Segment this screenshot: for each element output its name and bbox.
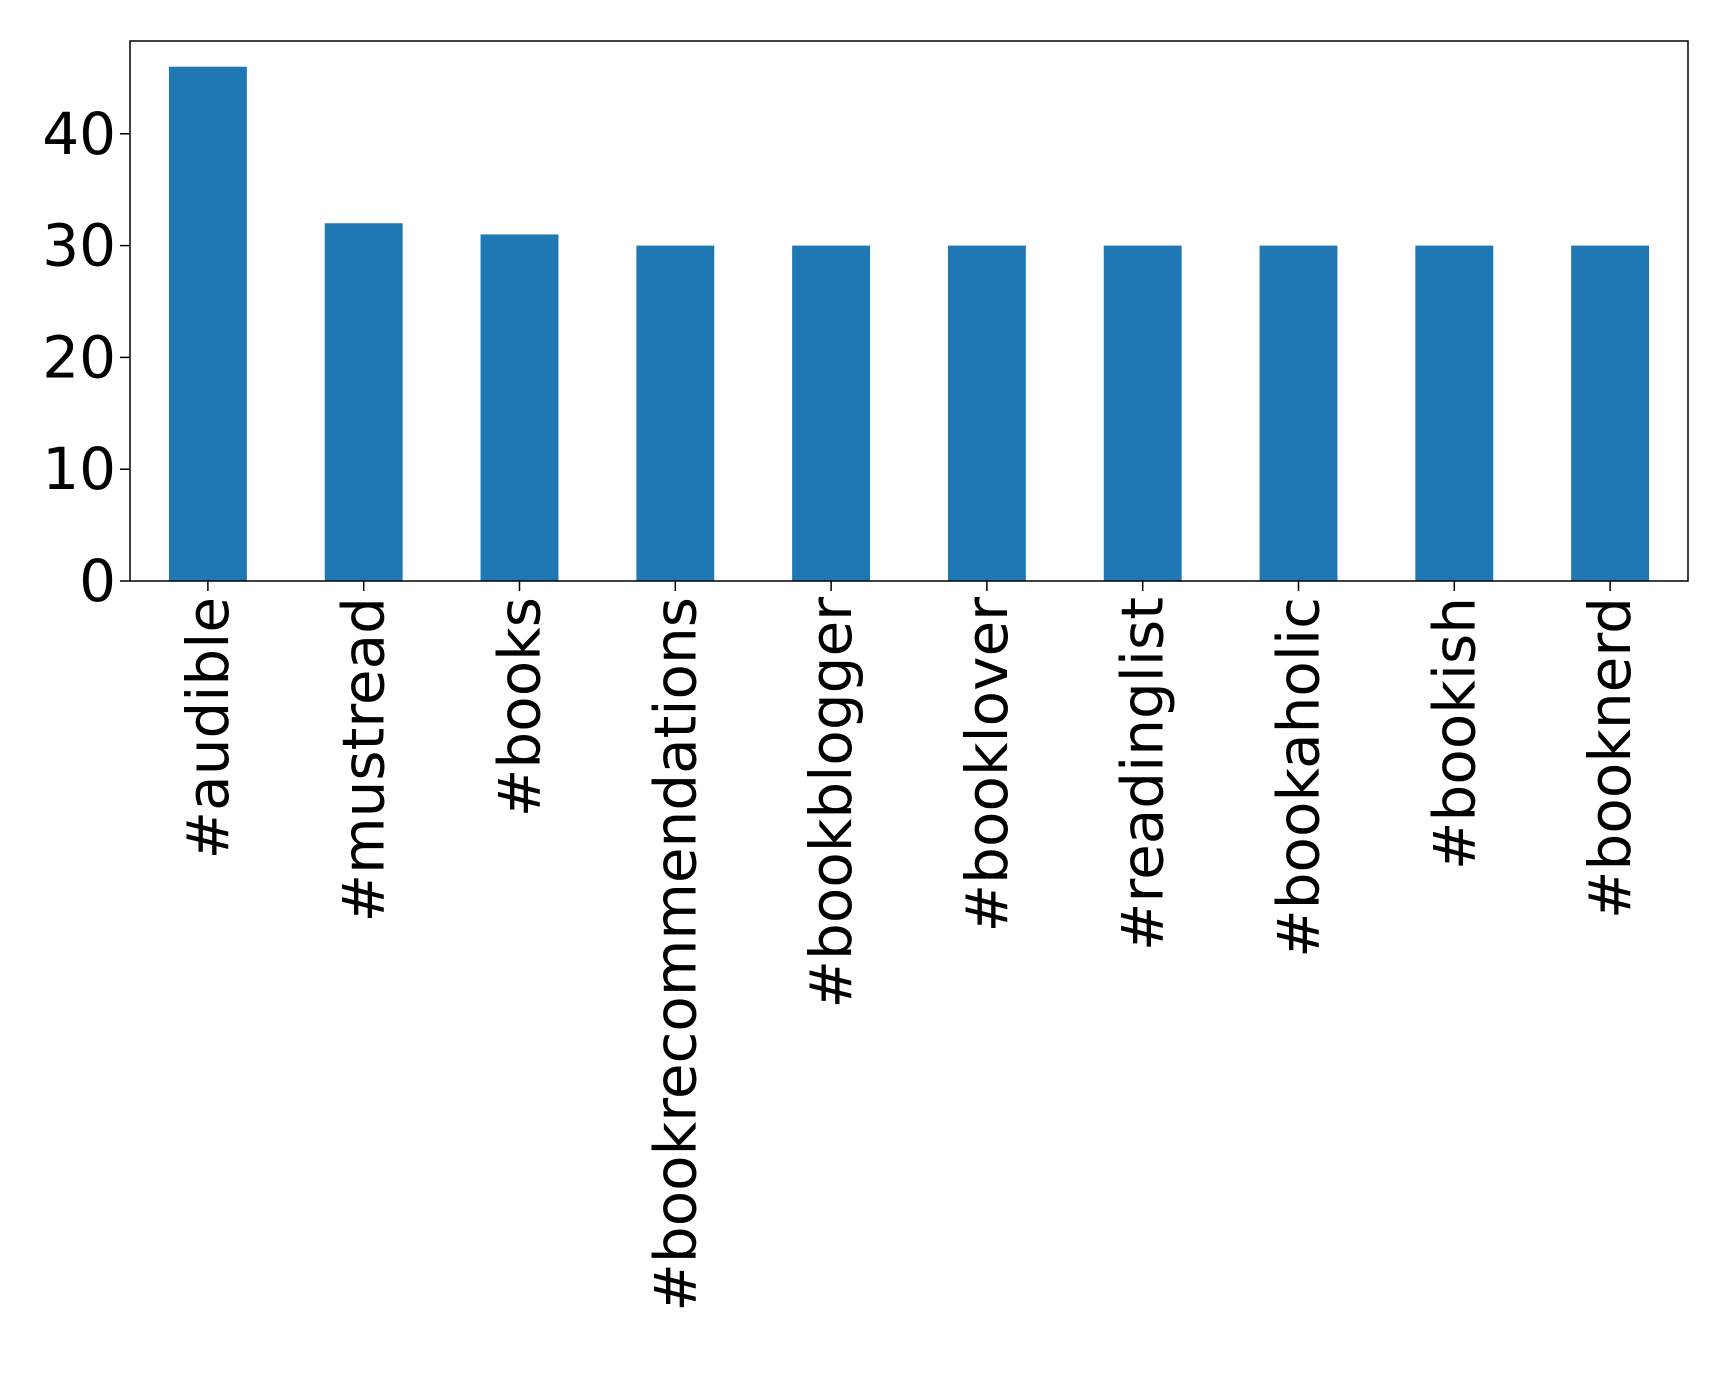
y-axis: 0 10 20 30 40	[42, 100, 130, 615]
x-tick-label: #booknerd	[1576, 597, 1644, 919]
y-tick-label: 10	[42, 435, 116, 503]
x-tick-label: #readinglist	[1109, 597, 1177, 951]
x-tick-label: #books	[486, 597, 554, 817]
bar-audible	[168, 66, 247, 581]
bar-readinglist	[1103, 245, 1182, 581]
x-tick-label: #bookish	[1420, 597, 1488, 870]
bars-group	[168, 66, 1650, 582]
y-tick-label: 20	[42, 323, 116, 391]
plot-frame	[129, 40, 1689, 582]
bar-bookblogger	[792, 245, 871, 581]
x-tick-label: #bookblogger	[797, 597, 865, 1009]
x-tick-label: #mustread	[330, 597, 398, 922]
x-tick-label: #bookaholic	[1265, 597, 1333, 958]
bar-booknerd	[1571, 245, 1650, 581]
y-tick-label: 30	[42, 212, 116, 280]
y-tick-label: 0	[79, 547, 116, 615]
x-tick-label: #audible	[174, 597, 242, 859]
bar-mustread	[324, 223, 403, 582]
x-tick-label: #bookrecommendations	[641, 597, 709, 1312]
bar-bookish	[1415, 245, 1494, 581]
bar-booklover	[947, 245, 1026, 581]
y-tick-label: 40	[42, 100, 116, 168]
bar-bookaholic	[1259, 245, 1338, 581]
bar-bookrecommendations	[636, 245, 715, 581]
bar-books	[480, 234, 559, 582]
x-axis: #audible #mustread #books #bookrecommendati…	[174, 581, 1644, 1312]
x-tick-label: #booklover	[953, 597, 1021, 933]
